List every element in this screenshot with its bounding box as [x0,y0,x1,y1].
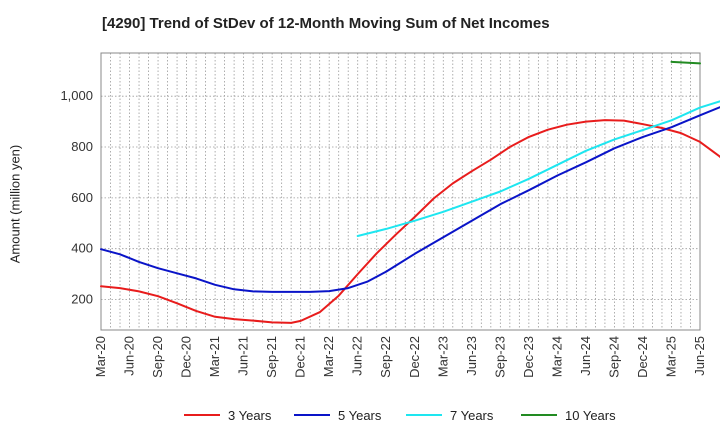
y-tick-label: 1,000 [60,88,93,103]
x-tick-label: Jun-20 [122,336,137,376]
y-tick-label: 800 [71,139,93,154]
series-line-3-years [100,119,720,324]
legend-label: 10 Years [565,407,616,423]
x-tick-label: Mar-21 [207,336,222,377]
legend-label: 3 Years [228,407,272,423]
y-tick-label: 600 [71,190,93,205]
x-tick-label: Mar-24 [549,336,564,377]
x-tick-label: Dec-23 [521,336,536,378]
legend-label: 7 Years [450,407,494,423]
x-tick-label: Mar-20 [93,336,108,377]
series-line-7-years [356,100,720,237]
x-tick-label: Sep-21 [264,336,279,378]
x-tick-label: Mar-23 [435,336,450,377]
legend-swatch [294,414,330,416]
x-tick-label: Sep-22 [378,336,393,378]
series-line-5-years [100,106,720,293]
x-tick-label: Mar-22 [321,336,336,377]
x-tick-label: Mar-25 [663,336,678,377]
legend: 3 Years 5 Years 7 Years 10 Years [0,403,720,427]
x-tick-label: Jun-21 [236,336,251,376]
series-line-10-years [670,60,701,65]
legend-label: 5 Years [338,407,382,423]
x-tick-label: Dec-20 [179,336,194,378]
plot-frame [100,52,701,331]
x-tick-label: Jun-25 [692,336,707,376]
legend-item: 7 Years [406,403,493,427]
chart-title: [4290] Trend of StDev of 12-Month Moving… [102,15,550,32]
x-tick-label: Dec-21 [293,336,308,378]
x-tick-label: Jun-23 [464,336,479,376]
x-tick-label: Sep-24 [606,336,621,378]
legend-item: 10 Years [521,403,616,427]
y-tick-label: 400 [71,241,93,256]
x-tick-label: Jun-24 [578,336,593,376]
x-tick-label: Sep-23 [492,336,507,378]
x-tick-label: Dec-24 [635,336,650,378]
legend-swatch [521,414,557,416]
legend-item: 3 Years [184,403,271,427]
x-tick-label: Dec-22 [407,336,422,378]
x-tick-label: Sep-20 [150,336,165,378]
x-tick-label: Jun-22 [350,336,365,376]
legend-swatch [406,414,442,416]
y-tick-label: 200 [71,292,93,307]
legend-swatch [184,414,220,416]
legend-item: 5 Years [294,403,381,427]
